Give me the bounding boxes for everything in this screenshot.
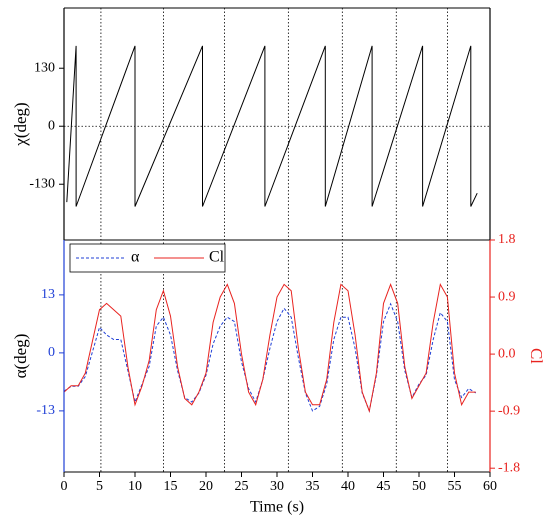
x-tick-label: 55 bbox=[448, 479, 462, 494]
y-axis-label: χ(deg) bbox=[11, 102, 30, 146]
x-tick-label: 10 bbox=[128, 479, 142, 494]
x-tick-label: 40 bbox=[341, 479, 355, 494]
y-tick-label: -130 bbox=[29, 176, 55, 191]
legend-label: α bbox=[131, 249, 140, 266]
y-tick-label: 0 bbox=[48, 118, 55, 133]
y2-tick-label: -1.8 bbox=[498, 460, 520, 475]
x-tick-label: 25 bbox=[235, 479, 249, 494]
x-tick-label: 5 bbox=[96, 479, 103, 494]
y-axis-label: α(deg) bbox=[11, 334, 30, 379]
x-tick-label: 0 bbox=[61, 479, 68, 494]
y-tick-label: 13 bbox=[41, 287, 55, 302]
y2-tick-label: -0.9 bbox=[498, 403, 520, 418]
x-tick-label: 45 bbox=[377, 479, 391, 494]
y2-tick-label: 0.9 bbox=[498, 289, 516, 304]
y-tick-label: -13 bbox=[36, 403, 55, 418]
x-tick-label: 60 bbox=[483, 479, 497, 494]
x-tick-label: 50 bbox=[412, 479, 426, 494]
x-tick-label: 20 bbox=[199, 479, 213, 494]
y-tick-label: 130 bbox=[34, 60, 55, 75]
y2-tick-label: 1.8 bbox=[498, 232, 516, 247]
legend-label: Cl bbox=[209, 249, 225, 266]
x-tick-label: 35 bbox=[306, 479, 320, 494]
data-line bbox=[63, 282, 476, 413]
x-tick-label: 30 bbox=[270, 479, 284, 494]
data-line bbox=[63, 302, 477, 413]
x-tick-label: 15 bbox=[164, 479, 178, 494]
y2-axis-label: Cl bbox=[527, 348, 546, 364]
data-line bbox=[66, 45, 478, 207]
y-tick-label: 0 bbox=[48, 345, 55, 360]
y2-tick-label: 0.0 bbox=[498, 346, 516, 361]
x-axis-label: Time (s) bbox=[250, 499, 304, 516]
